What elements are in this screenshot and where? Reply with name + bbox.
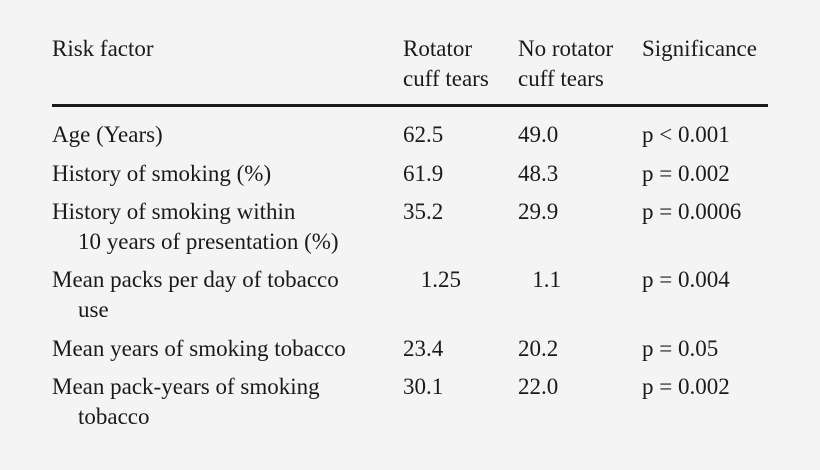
row-label: Mean packs per day of tobacco use xyxy=(52,265,397,325)
significance-value: p = 0.0006 xyxy=(642,199,742,224)
header-risk-factor: Risk factor xyxy=(52,34,397,64)
rotator-value: 1.25 xyxy=(420,267,461,292)
header-significance: Significance xyxy=(642,34,757,64)
header-rotator-line2: cuff tears xyxy=(403,66,489,91)
table-row: Mean packs per day of tobacco use 1.25 1… xyxy=(52,265,768,325)
row-label: Mean years of smoking tobacco xyxy=(52,334,397,364)
row-label: History of smoking within 10 years of pr… xyxy=(52,197,397,257)
table-row: Mean pack-years of smoking tobacco 30.1 … xyxy=(52,372,768,432)
significance-value: p < 0.001 xyxy=(642,122,730,147)
header-significance-label: Significance xyxy=(642,36,757,61)
header-no-rotator-line2: cuff tears xyxy=(518,66,604,91)
significance-value: p = 0.05 xyxy=(642,336,719,361)
significance-value: p = 0.004 xyxy=(642,267,730,292)
no-rotator-value: 20.2 xyxy=(518,336,559,361)
row-label-line2: tobacco xyxy=(78,404,150,429)
risk-factor-table: Risk factor Rotator cuff tears No rotato… xyxy=(52,34,768,429)
no-rotator-value: 1.1 xyxy=(532,267,561,292)
rotator-value: 30.1 xyxy=(403,374,444,399)
row-label-line2: 10 years of presentation (%) xyxy=(78,229,339,254)
rotator-value: 35.2 xyxy=(403,199,444,224)
table-row: Age (Years) 62.5 49.0 p < 0.001 xyxy=(52,120,768,150)
row-label: Mean pack-years of smoking tobacco xyxy=(52,372,397,432)
header-rotator-line1: Rotator xyxy=(403,36,472,61)
table-header: Risk factor Rotator cuff tears No rotato… xyxy=(52,34,768,98)
row-label-line1: Age (Years) xyxy=(52,122,163,147)
row-label-line1: History of smoking (%) xyxy=(52,161,272,186)
no-rotator-value: 49.0 xyxy=(518,122,559,147)
row-label-line1: Mean years of smoking tobacco xyxy=(52,336,346,361)
row-label: History of smoking (%) xyxy=(52,159,397,189)
row-label-line2: use xyxy=(78,297,109,322)
row-label-line1: Mean pack-years of smoking xyxy=(52,374,320,399)
rotator-value: 61.9 xyxy=(403,161,444,186)
row-label-line1: History of smoking within xyxy=(52,199,296,224)
significance-value: p = 0.002 xyxy=(642,374,730,399)
significance-value: p = 0.002 xyxy=(642,161,730,186)
header-risk-factor-label: Risk factor xyxy=(52,36,154,61)
row-label: Age (Years) xyxy=(52,120,397,150)
header-divider xyxy=(52,104,768,107)
table-row: History of smoking within 10 years of pr… xyxy=(52,197,768,257)
table-row: Mean years of smoking tobacco 23.4 20.2 … xyxy=(52,334,768,364)
row-label-line1: Mean packs per day of tobacco xyxy=(52,267,339,292)
table-row: History of smoking (%) 61.9 48.3 p = 0.0… xyxy=(52,159,768,189)
rotator-value: 23.4 xyxy=(403,336,444,361)
no-rotator-value: 22.0 xyxy=(518,374,559,399)
no-rotator-value: 29.9 xyxy=(518,199,559,224)
header-no-rotator-line1: No rotator xyxy=(518,36,614,61)
rotator-value: 62.5 xyxy=(403,122,444,147)
header-no-rotator-cuff-tears: No rotator cuff tears xyxy=(518,34,613,94)
no-rotator-value: 48.3 xyxy=(518,161,559,186)
header-rotator-cuff-tears: Rotator cuff tears xyxy=(403,34,489,94)
